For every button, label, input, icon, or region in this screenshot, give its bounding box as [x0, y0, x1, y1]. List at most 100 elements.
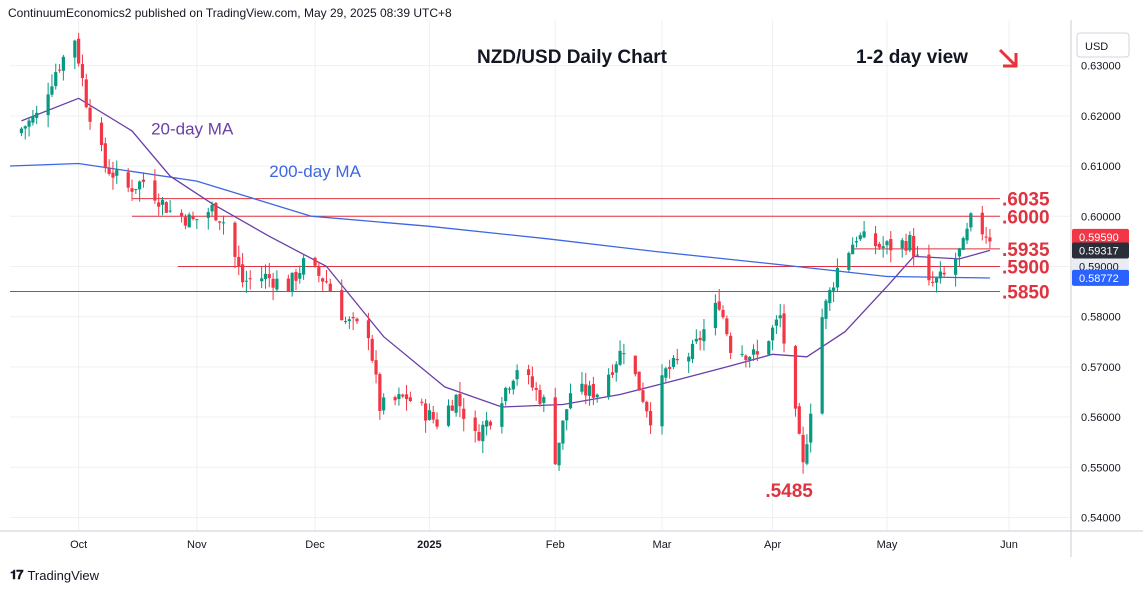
candle-body: [191, 216, 195, 220]
y-tick-label: 0.63000: [1081, 61, 1121, 73]
candle-body: [942, 272, 946, 275]
candle-body: [263, 273, 268, 279]
candle-body: [160, 199, 165, 205]
candle-body: [50, 86, 54, 95]
candle-body: [286, 278, 290, 292]
ma-label: 200-day MA: [269, 162, 361, 181]
candle-body: [748, 356, 752, 361]
candle-body: [782, 313, 786, 344]
candle-body: [622, 353, 626, 355]
candle-body: [618, 350, 622, 365]
annotations: NZD/USD Daily Chart 1-2 day view 20-day MA…: [151, 47, 1018, 502]
candle-body: [648, 411, 653, 426]
candle-body: [431, 411, 435, 420]
candle-body: [31, 116, 35, 123]
candle-body: [130, 188, 134, 192]
candle-body: [568, 393, 573, 409]
candle-body: [858, 235, 862, 240]
candle-body: [488, 421, 493, 426]
candle-body: [99, 122, 104, 146]
price-badge-text: 0.59317: [1079, 246, 1119, 258]
candle-body: [321, 278, 325, 282]
candle-body: [900, 240, 904, 249]
candle-body: [504, 387, 508, 402]
x-tick-label: Apr: [764, 539, 781, 551]
candle-body: [824, 300, 828, 319]
candle-body: [511, 380, 515, 390]
candle-body: [351, 317, 355, 319]
candle-body: [393, 397, 397, 401]
level-label: .5850: [1002, 283, 1050, 304]
candle-body: [984, 236, 988, 238]
candle-body: [214, 202, 218, 221]
y-tick-label: 0.54000: [1081, 512, 1121, 524]
candle-body: [835, 268, 840, 288]
candle-body: [424, 403, 428, 421]
price-badge-text: 0.59590: [1079, 232, 1119, 244]
candle-body: [206, 212, 210, 218]
candle-body: [851, 244, 855, 255]
candle-body: [721, 309, 725, 318]
candle-body: [751, 349, 756, 355]
candle-body: [267, 274, 271, 279]
candle-body: [35, 112, 39, 118]
candle-body: [347, 319, 351, 322]
ma200-path: [9, 162, 990, 279]
candle-body: [671, 357, 676, 367]
candle-body: [820, 317, 824, 414]
candle-body: [717, 301, 721, 310]
candle-body: [515, 370, 519, 380]
x-tick-label: Jun: [1000, 539, 1018, 551]
candle-body: [138, 181, 142, 190]
candle-body: [134, 188, 138, 190]
candle-body: [111, 172, 115, 178]
candle-body: [938, 271, 942, 279]
y-tick-label: 0.56000: [1081, 412, 1121, 424]
tradingview-logo-icon: 𝟏𝟕: [10, 567, 24, 582]
candle-body: [340, 290, 344, 321]
candle-body: [690, 343, 695, 360]
candle-body: [664, 368, 668, 378]
candle-body: [542, 397, 546, 403]
candle-body: [46, 94, 50, 116]
down-right-arrow-icon: [998, 48, 1018, 68]
candle-body: [587, 385, 592, 396]
candle-body: [854, 241, 859, 243]
candle-body: [553, 397, 557, 465]
candle-body: [126, 172, 130, 188]
candle-body: [927, 254, 931, 281]
candle-body: [103, 143, 107, 168]
candle-body: [770, 327, 775, 341]
price-badge-text: 0.58772: [1079, 273, 1119, 285]
chart-title: NZD/USD Daily Chart: [477, 47, 668, 68]
candle-body: [195, 219, 199, 221]
candle-body: [530, 376, 534, 388]
ma20-path: [21, 97, 991, 408]
candle-body: [797, 406, 801, 434]
candle-body: [157, 202, 161, 207]
candle-body: [668, 366, 672, 369]
candle-body: [450, 405, 454, 411]
candle-body: [934, 277, 939, 283]
candle-body: [260, 278, 264, 282]
candle-body: [698, 337, 702, 341]
candle-body: [767, 341, 771, 355]
grid: [10, 20, 1070, 530]
candle-body: [27, 120, 31, 127]
publisher-line: ContinuumEconomics2 published on Trading…: [8, 6, 452, 20]
x-tick-label: Feb: [546, 539, 565, 551]
tradingview-footer[interactable]: 𝟏𝟕 TradingView: [10, 567, 99, 583]
candle-body: [458, 394, 462, 407]
candle-body: [847, 253, 851, 270]
candle-body: [301, 258, 306, 275]
candle-body: [481, 424, 485, 442]
candle-body: [729, 335, 733, 353]
candle-body: [328, 283, 332, 292]
candle-body: [607, 374, 611, 397]
price-badge: [1072, 228, 1129, 245]
candle-body: [153, 180, 157, 201]
candle-body: [420, 401, 424, 403]
price-badge: [1072, 242, 1129, 259]
candle-body: [115, 169, 119, 176]
